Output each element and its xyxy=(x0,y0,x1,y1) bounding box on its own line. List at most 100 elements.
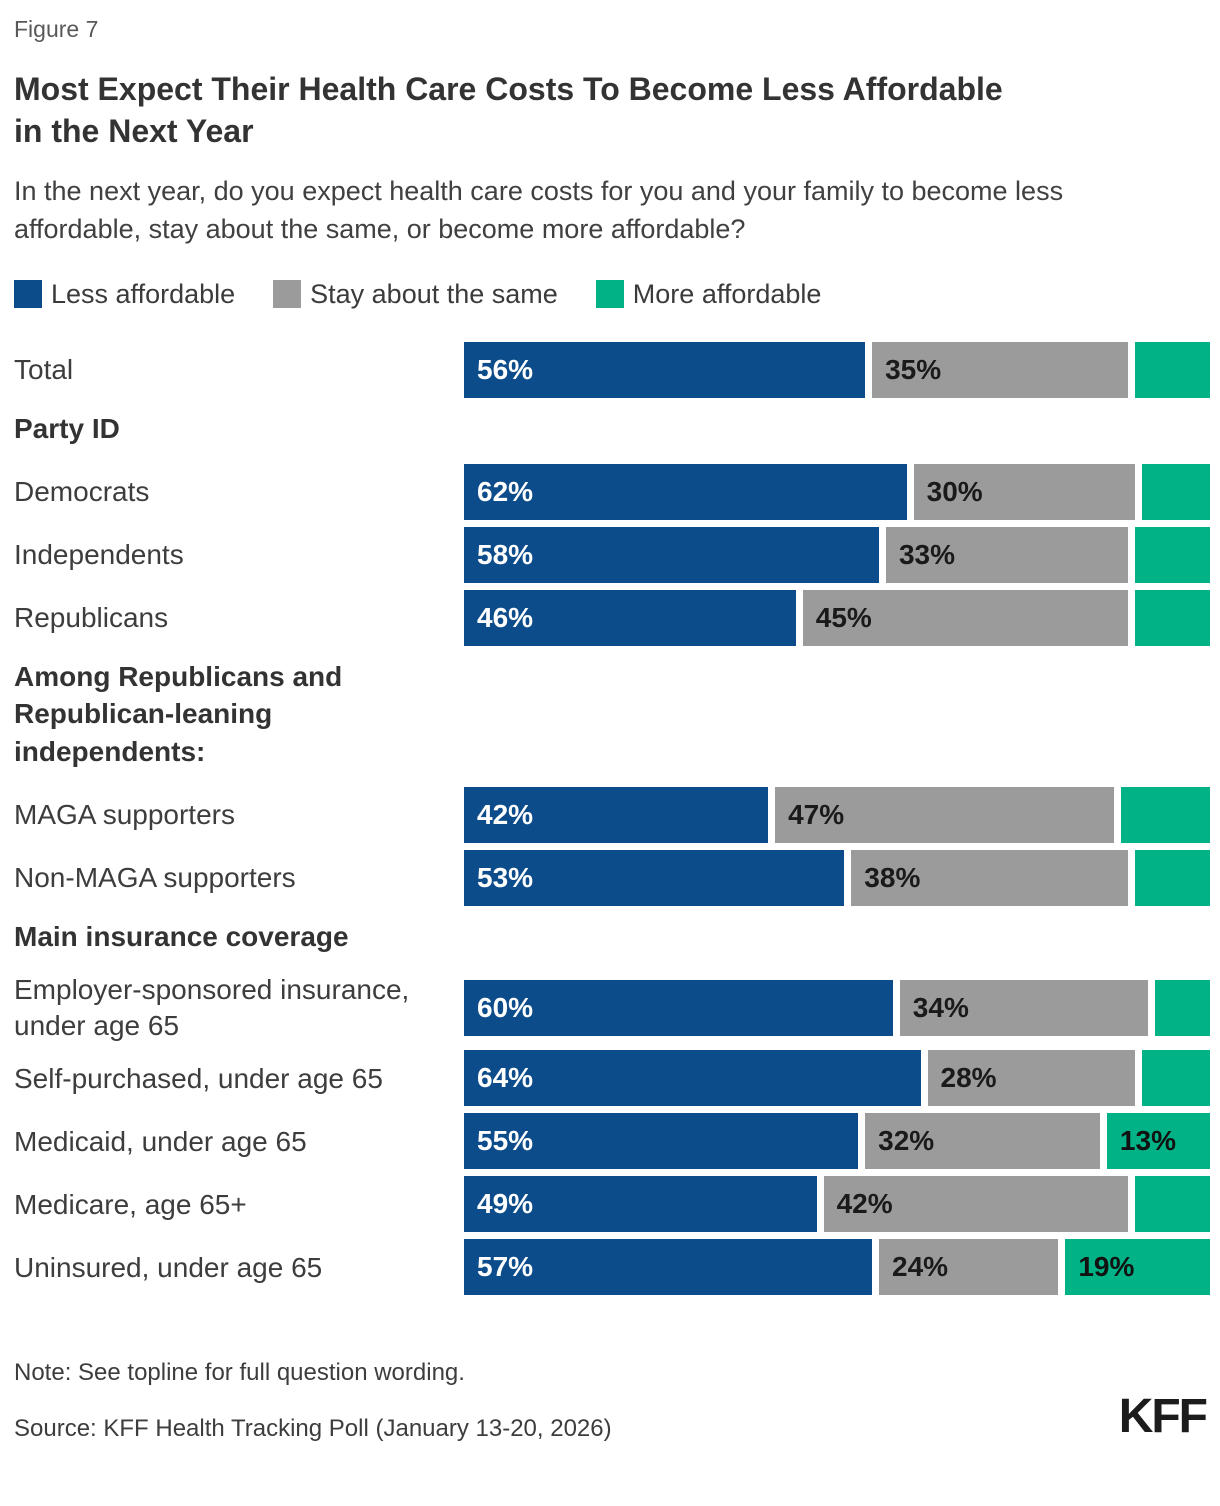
bar-value-label: 46% xyxy=(477,601,534,633)
stacked-bar-chart: Total 56% 35% Party ID Democrats 62% 30% Indepe… xyxy=(14,341,1211,1296)
bar-row: Democrats 62% 30% xyxy=(14,463,1210,520)
bar-segment-stay-same: 35% xyxy=(872,341,1128,398)
footer-text-block: Note: See topline for full question word… xyxy=(14,1359,612,1444)
chart-legend: Less affordable Stay about the same More… xyxy=(14,279,1210,310)
bar-value-label: 42% xyxy=(477,798,534,830)
chart-title: Most Expect Their Health Care Costs To B… xyxy=(14,71,1003,149)
bar-row: Republicans 46% 45% xyxy=(14,589,1210,646)
bar-value-label: 32% xyxy=(878,1125,935,1157)
row-label: Republicans xyxy=(14,601,169,633)
bar-row: MAGA supporters 42% 47% xyxy=(14,786,1210,843)
kff-logo: KFF xyxy=(1118,1390,1208,1444)
bar-value-label: 13% xyxy=(1119,1125,1176,1157)
legend-item-less-affordable: Less affordable xyxy=(14,279,235,310)
stacked-bar: 49% 42% xyxy=(464,1176,1210,1233)
legend-item-stay-same: Stay about the same xyxy=(273,279,558,310)
figure-label: Figure 7 xyxy=(14,16,99,42)
stacked-bar: 64% 28% xyxy=(464,1050,1210,1107)
stacked-bar: 56% 35% xyxy=(464,341,1210,398)
row-label: Uninsured, under age 65 xyxy=(14,1251,323,1283)
bar-segment-stay-same: 42% xyxy=(823,1176,1128,1233)
bar-row: Uninsured, under age 65 57% 24% 19% xyxy=(14,1239,1210,1296)
bar-segment-more-affordable: 13% xyxy=(1106,1113,1211,1170)
bar-segment-less-affordable: 64% xyxy=(464,1050,921,1107)
bar-value-label: 60% xyxy=(477,991,534,1023)
legend-item-more-affordable: More affordable xyxy=(595,279,821,310)
bar-segment-more-affordable xyxy=(1134,1176,1210,1233)
stacked-bar: 55% 32% 13% xyxy=(464,1113,1211,1170)
row-label: Democrats xyxy=(14,475,150,507)
bar-value-label: 49% xyxy=(477,1188,534,1220)
legend-swatch-stay-same-icon xyxy=(273,280,302,309)
stacked-bar: 42% 47% xyxy=(464,786,1210,843)
row-label: MAGA supporters xyxy=(14,799,235,831)
row-label: Medicare, age 65+ xyxy=(14,1188,247,1220)
bar-segment-stay-same: 33% xyxy=(885,526,1128,583)
bar-row: Employer-sponsored insurance, under age … xyxy=(14,972,1210,1044)
bar-row: Independents 58% 33% xyxy=(14,526,1210,583)
bar-segment-stay-same: 34% xyxy=(899,979,1149,1036)
bar-value-label: 28% xyxy=(940,1062,997,1094)
bar-value-label: 24% xyxy=(892,1251,949,1283)
bar-segment-stay-same: 28% xyxy=(927,1050,1135,1107)
bar-row: Total 56% 35% xyxy=(14,341,1210,398)
bar-segment-stay-same: 47% xyxy=(775,786,1114,843)
legend-swatch-less-affordable-icon xyxy=(14,280,42,309)
bar-segment-less-affordable: 42% xyxy=(464,786,769,843)
row-label: Self-purchased, under age 65 xyxy=(14,1062,383,1094)
stacked-bar: 46% 45% xyxy=(464,589,1210,646)
bar-row: Medicaid, under age 65 55% 32% 13% xyxy=(14,1113,1211,1170)
row-label: Non-MAGA supporters xyxy=(14,862,296,894)
stacked-bar: 53% 38% xyxy=(464,849,1211,906)
bar-value-label: 64% xyxy=(477,1062,534,1094)
group-header: Main insurance coverage xyxy=(14,920,349,952)
group-header: Party ID xyxy=(14,412,120,444)
bar-segment-less-affordable: 46% xyxy=(464,589,796,646)
bar-value-label: 55% xyxy=(477,1125,534,1157)
bar-value-label: 45% xyxy=(815,601,872,633)
stacked-bar: 60% 34% xyxy=(464,979,1210,1036)
footer-source: Source: KFF Health Tracking Poll (Januar… xyxy=(14,1415,612,1443)
chart-subtitle: In the next year, do you expect health c… xyxy=(14,176,1064,244)
bar-segment-less-affordable: 62% xyxy=(464,463,907,520)
bar-value-label: 58% xyxy=(477,538,534,570)
bar-value-label: 19% xyxy=(1078,1251,1135,1283)
bar-segment-more-affordable xyxy=(1141,463,1210,520)
bar-value-label: 33% xyxy=(898,538,955,570)
bar-value-label: 42% xyxy=(836,1188,893,1220)
row-label: Independents xyxy=(14,538,184,570)
footer-note: Note: See topline for full question word… xyxy=(14,1359,465,1387)
bar-value-label: 56% xyxy=(477,353,534,385)
bar-segment-stay-same: 24% xyxy=(879,1239,1059,1296)
bar-segment-less-affordable: 60% xyxy=(464,979,893,1036)
bar-row: Non-MAGA supporters 53% 38% xyxy=(14,849,1211,906)
stacked-bar: 57% 24% 19% xyxy=(464,1239,1210,1296)
bar-value-label: 53% xyxy=(477,861,534,893)
bar-segment-more-affordable xyxy=(1141,1050,1210,1107)
bar-segment-less-affordable: 58% xyxy=(464,526,879,583)
bar-segment-less-affordable: 57% xyxy=(464,1239,873,1296)
bar-segment-more-affordable xyxy=(1134,341,1210,398)
row-label: Total xyxy=(14,353,74,385)
bar-segment-less-affordable: 49% xyxy=(464,1176,817,1233)
bar-segment-stay-same: 32% xyxy=(865,1113,1100,1170)
bar-segment-less-affordable: 53% xyxy=(464,849,845,906)
bar-segment-more-affordable xyxy=(1155,979,1210,1036)
bar-value-label: 57% xyxy=(477,1251,534,1283)
legend-label: Stay about the same xyxy=(310,278,558,309)
legend-swatch-more-affordable-icon xyxy=(595,280,624,309)
chart-footer: Note: See topline for full question word… xyxy=(14,1359,1210,1444)
row-label: Medicaid, under age 65 xyxy=(14,1125,307,1157)
legend-label: Less affordable xyxy=(51,278,236,309)
bar-row: Self-purchased, under age 65 64% 28% xyxy=(14,1050,1210,1107)
bar-segment-less-affordable: 56% xyxy=(464,341,866,398)
bar-segment-less-affordable: 55% xyxy=(464,1113,859,1170)
bar-value-label: 30% xyxy=(926,475,983,507)
row-label: Employer-sponsored insurance, under age … xyxy=(14,973,410,1041)
bar-segment-more-affordable xyxy=(1120,786,1210,843)
bar-segment-more-affordable xyxy=(1134,526,1210,583)
bar-segment-more-affordable xyxy=(1134,589,1210,646)
stacked-bar: 62% 30% xyxy=(464,463,1210,520)
group-header: Among Republicans and Republican-leaning… xyxy=(14,660,343,768)
bar-segment-stay-same: 30% xyxy=(913,463,1135,520)
